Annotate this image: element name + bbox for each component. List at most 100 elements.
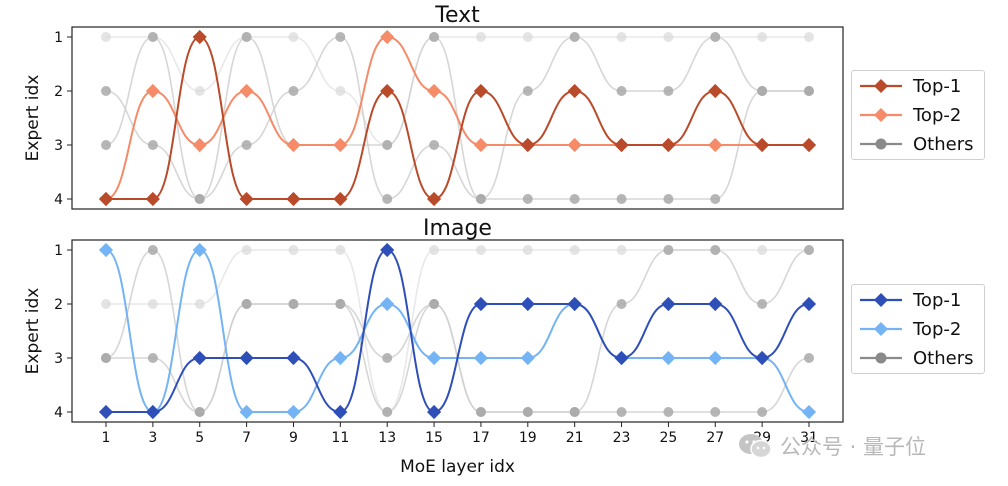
series-point-top-2 (192, 137, 207, 153)
series-point-top-2 (520, 350, 535, 366)
others-point (804, 32, 814, 42)
others-point (569, 194, 580, 204)
others-point (194, 194, 205, 204)
x-tick-label: 1 (102, 430, 111, 446)
others-point (663, 407, 674, 417)
watermark: 公众号 · 量子位 (738, 430, 926, 462)
x-tick-label: 19 (519, 430, 537, 446)
series-point-top-1 (801, 137, 817, 153)
others-point (382, 407, 393, 417)
series-point-top-1 (380, 242, 395, 258)
panel-title: Image (423, 216, 492, 241)
others-point (241, 32, 252, 42)
x-tick-label: 17 (472, 430, 490, 446)
others-line (105, 249, 809, 413)
legend-text-panel (851, 70, 985, 160)
others-point (569, 245, 580, 255)
y-tick-label: 1 (54, 243, 63, 259)
others-layer (101, 32, 814, 417)
series-point-top-2 (567, 137, 582, 153)
others-point (382, 194, 393, 204)
others-point (475, 245, 486, 255)
others-point (429, 140, 440, 150)
others-point (335, 86, 346, 96)
y-tick-label: 3 (54, 351, 63, 367)
others-point (147, 32, 158, 42)
others-line (105, 36, 810, 200)
others-point (194, 299, 205, 309)
series-point-top-2 (333, 350, 348, 366)
others-point (288, 245, 299, 255)
series-point-top-1 (755, 350, 770, 366)
others-point (147, 353, 158, 363)
plot-frame (71, 26, 844, 210)
others-point (522, 245, 533, 255)
y-tick-label: 2 (54, 297, 63, 313)
series-point-top-2 (380, 296, 395, 312)
others-point (663, 194, 674, 204)
series-point-top-2 (333, 137, 348, 153)
series-line-top-1 (106, 35, 809, 201)
series-point-top-1 (567, 296, 582, 312)
x-tick-label: 21 (566, 430, 584, 446)
others-point (335, 32, 346, 42)
series-point-top-1 (520, 296, 535, 312)
series-point-top-1 (567, 83, 582, 99)
series-point-top-1 (192, 29, 207, 45)
series-point-top-1 (333, 404, 348, 420)
others-point (101, 140, 111, 150)
series-layer (98, 29, 817, 420)
others-point (710, 245, 721, 255)
others-point (569, 32, 580, 42)
series-point-top-1 (708, 83, 723, 99)
series-point-top-1 (98, 191, 114, 207)
others-point (616, 245, 627, 255)
series-point-top-1 (286, 350, 301, 366)
others-point (101, 299, 111, 309)
others-point (804, 86, 814, 96)
series-point-top-1 (427, 404, 442, 420)
series-point-top-1 (145, 404, 160, 420)
others-point (101, 86, 111, 96)
others-point (663, 86, 674, 96)
others-point (710, 407, 721, 417)
y-axis-label: Expert idx (23, 288, 43, 375)
x-tick-label: 25 (659, 430, 677, 446)
y-tick-label: 4 (54, 405, 63, 421)
others-point (757, 299, 768, 309)
y-tick-label: 4 (54, 192, 63, 208)
series-point-top-1 (614, 350, 629, 366)
series-point-top-1 (380, 83, 395, 99)
series-point-top-1 (520, 137, 535, 153)
others-point (147, 140, 158, 150)
others-point (194, 407, 205, 417)
series-point-top-1 (333, 191, 348, 207)
series-point-top-1 (801, 296, 817, 312)
series-point-top-1 (98, 404, 114, 420)
others-point (288, 32, 299, 42)
series-point-top-2 (427, 350, 442, 366)
others-point (616, 86, 627, 96)
watermark-text: 公众号 · 量子位 (780, 435, 927, 459)
x-tick-label: 5 (195, 430, 204, 446)
others-point (616, 299, 627, 309)
wechat-icon (739, 434, 772, 459)
x-tick-label: 7 (242, 430, 251, 446)
others-point (147, 299, 158, 309)
series-point-top-2 (239, 83, 254, 99)
plot-frame (71, 239, 844, 423)
series-point-top-2 (708, 137, 723, 153)
x-axis-label: MoE layer idx (400, 457, 515, 477)
others-point (101, 353, 111, 363)
series-point-top-1 (192, 350, 207, 366)
series-point-top-2 (239, 404, 254, 420)
series-point-top-1 (145, 191, 160, 207)
series-point-top-2 (473, 350, 488, 366)
others-point (804, 245, 814, 255)
others-point (663, 245, 674, 255)
series-point-top-2 (286, 137, 301, 153)
x-tick-label: 27 (706, 430, 724, 446)
others-point (710, 194, 721, 204)
series-point-top-1 (473, 296, 488, 312)
